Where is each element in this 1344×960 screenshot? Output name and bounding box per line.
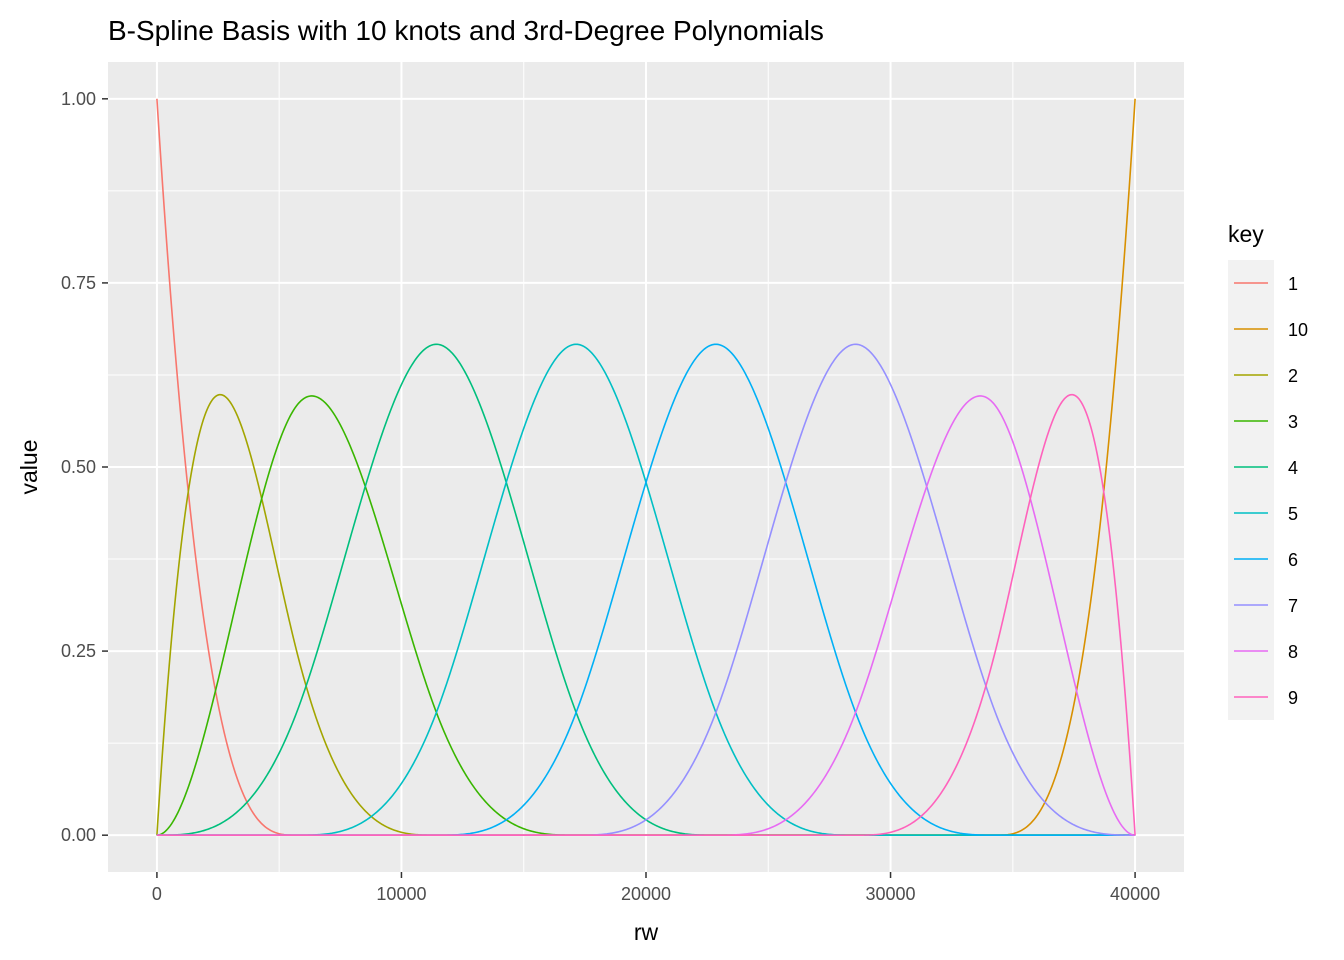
y-axis-title: value xyxy=(16,440,42,495)
legend-label-7: 7 xyxy=(1288,596,1298,616)
x-tick-label: 30000 xyxy=(866,884,916,904)
x-axis-title: rw xyxy=(634,919,659,945)
legend-title: key xyxy=(1228,221,1264,247)
x-tick-label: 0 xyxy=(152,884,162,904)
legend-label-6: 6 xyxy=(1288,550,1298,570)
x-axis-ticks: 0 10000 20000 30000 40000 xyxy=(152,872,1160,904)
legend-label-9: 9 xyxy=(1288,688,1298,708)
legend-label-2: 2 xyxy=(1288,366,1298,386)
x-tick-label: 10000 xyxy=(376,884,426,904)
legend-label-5: 5 xyxy=(1288,504,1298,524)
legend-keys-bg xyxy=(1228,260,1274,720)
legend-label-10: 10 xyxy=(1288,320,1308,340)
legend-label-8: 8 xyxy=(1288,642,1298,662)
y-axis-ticks: 0.00 0.25 0.50 0.75 1.00 xyxy=(61,89,108,845)
y-tick-label: 0.50 xyxy=(61,457,96,477)
legend: key 1 10 2 3 4 5 6 7 8 9 xyxy=(1228,221,1308,720)
series-lines xyxy=(156,98,1136,836)
y-tick-label: 0.00 xyxy=(61,825,96,845)
y-tick-label: 0.25 xyxy=(61,641,96,661)
y-tick-label: 0.75 xyxy=(61,273,96,293)
y-tick-label: 1.00 xyxy=(61,89,96,109)
legend-label-4: 4 xyxy=(1288,458,1298,478)
x-tick-label: 40000 xyxy=(1110,884,1160,904)
legend-label-3: 3 xyxy=(1288,412,1298,432)
chart-title: B-Spline Basis with 10 knots and 3rd-Deg… xyxy=(108,15,824,46)
legend-label-1: 1 xyxy=(1288,274,1298,294)
x-tick-label: 20000 xyxy=(621,884,671,904)
series-line-9 xyxy=(156,393,1136,836)
